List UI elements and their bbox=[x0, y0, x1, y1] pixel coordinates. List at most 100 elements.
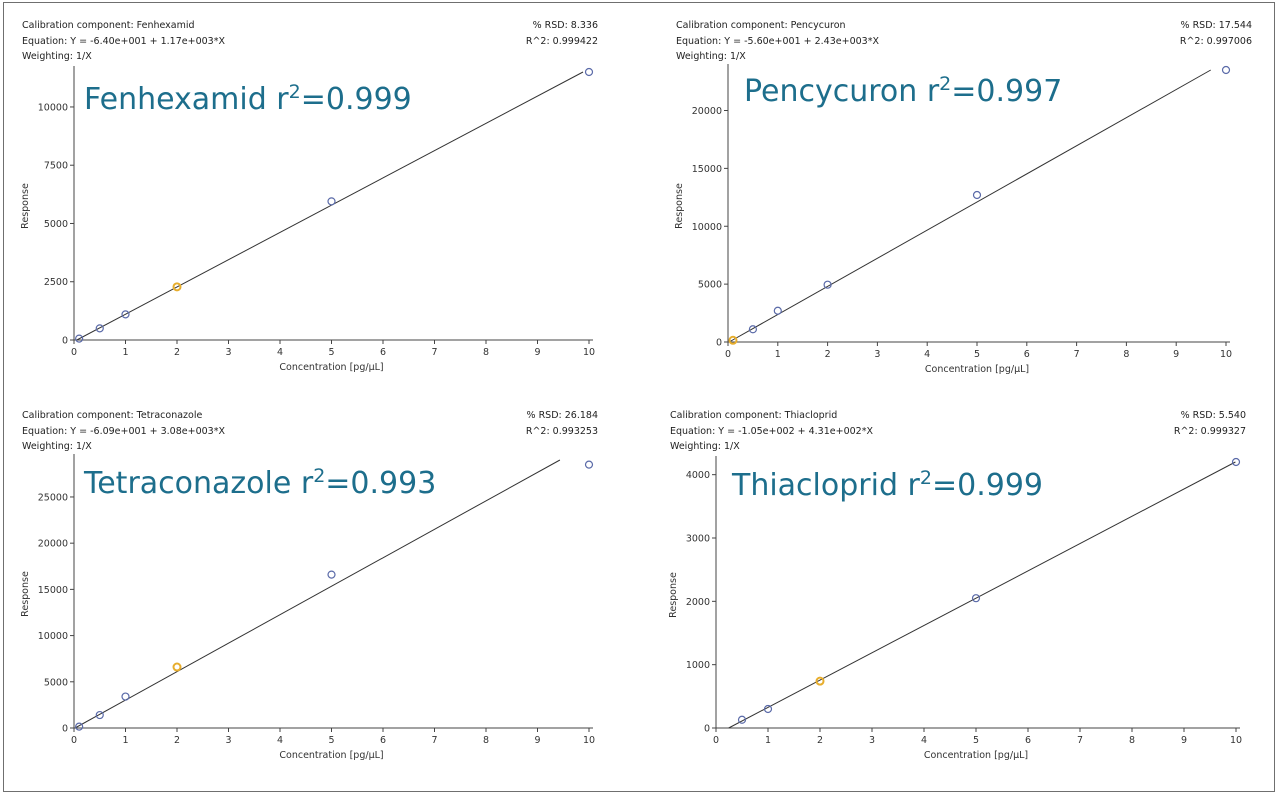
weighting-label: Weighting: 1/X bbox=[22, 441, 92, 452]
x-axis-label: Concentration [pg/µL] bbox=[925, 364, 1029, 375]
y-tick-label: 2500 bbox=[44, 277, 68, 288]
component-label: Calibration component: Fenhexamid bbox=[22, 20, 195, 31]
panel-info-right: % RSD: 8.336 R^2: 0.999422 bbox=[526, 18, 598, 49]
y-tick-label: 15000 bbox=[38, 585, 68, 596]
x-axis-label: Concentration [pg/µL] bbox=[279, 750, 383, 761]
y-tick-label: 10000 bbox=[38, 631, 68, 642]
x-tick-label: 5 bbox=[974, 349, 980, 360]
y-tick-label: 5000 bbox=[44, 677, 68, 688]
x-tick-label: 4 bbox=[921, 735, 927, 746]
data-point bbox=[1231, 457, 1241, 467]
y-tick-label: 5000 bbox=[44, 219, 68, 230]
equation-label: Equation: Y = -6.40e+001 + 1.17e+003*X bbox=[22, 35, 225, 47]
x-tick-label: 4 bbox=[277, 347, 283, 358]
panel-info-left: Calibration component: Thiacloprid Equat… bbox=[670, 408, 873, 455]
data-point bbox=[737, 715, 747, 724]
y-tick-label: 0 bbox=[716, 338, 722, 349]
y-tick-label: 3000 bbox=[686, 534, 710, 545]
panel-info-right: % RSD: 17.544 R^2: 0.997006 bbox=[1180, 18, 1252, 49]
data-point bbox=[327, 570, 336, 579]
x-tick-label: 10 bbox=[583, 735, 595, 746]
data-point bbox=[327, 197, 336, 206]
data-point bbox=[823, 280, 832, 289]
calibration-panel-fenhexamid: Calibration component: Fenhexamid Equati… bbox=[2, 8, 638, 400]
x-tick-label: 6 bbox=[1024, 349, 1030, 360]
x-tick-label: 5 bbox=[328, 735, 334, 746]
r-squared-label: R^2: 0.999327 bbox=[1173, 425, 1246, 437]
r-squared-label: R^2: 0.997006 bbox=[1179, 35, 1252, 47]
y-tick-label: 0 bbox=[704, 724, 710, 735]
x-tick-label: 1 bbox=[122, 347, 128, 358]
x-tick-label: 8 bbox=[1123, 349, 1129, 360]
y-tick-label: 15000 bbox=[692, 164, 722, 175]
panel-info-left: Calibration component: Pencycuron Equati… bbox=[676, 18, 879, 65]
x-axis-label: Concentration [pg/µL] bbox=[279, 362, 383, 373]
weighting-label: Weighting: 1/X bbox=[676, 51, 746, 62]
calibration-plot: 0 1 2 3 4 5 6 7 8 9 10 0 2500 5000 7500 10000 Concentrat… bbox=[20, 66, 595, 373]
x-tick-label: 0 bbox=[71, 735, 77, 746]
data-point bbox=[748, 325, 758, 334]
panel-info-right: % RSD: 26.184 R^2: 0.993253 bbox=[526, 408, 598, 439]
data-point bbox=[121, 692, 130, 701]
data-point bbox=[815, 676, 825, 686]
r-squared-callout: Thiacloprid r2=0.999 bbox=[732, 468, 1043, 503]
data-point bbox=[121, 310, 130, 319]
x-tick-label: 2 bbox=[174, 347, 180, 358]
x-tick-label: 1 bbox=[122, 735, 128, 746]
panel-info-left: Calibration component: Fenhexamid Equati… bbox=[22, 18, 225, 65]
y-axis-label: Response bbox=[20, 571, 31, 617]
calibration-panel-pencycuron: Calibration component: Pencycuron Equati… bbox=[656, 8, 1280, 400]
calibration-plot: 0 1 2 3 4 5 6 7 8 9 10 0 1000 2000 3000 4000 Concentrati… bbox=[668, 456, 1242, 761]
component-label: Calibration component: Thiacloprid bbox=[670, 410, 838, 421]
regression-line bbox=[74, 459, 561, 729]
data-point bbox=[95, 324, 104, 333]
x-tick-label: 5 bbox=[973, 735, 979, 746]
rsd-label: % RSD: 5.540 bbox=[1180, 410, 1246, 421]
y-axis-label: Response bbox=[20, 183, 31, 229]
callout-superscript: 2 bbox=[288, 81, 301, 103]
data-point bbox=[728, 335, 738, 345]
x-tick-label: 3 bbox=[225, 347, 231, 358]
regression-line bbox=[728, 461, 1236, 729]
x-axis-label: Concentration [pg/µL] bbox=[924, 750, 1028, 761]
x-tick-label: 2 bbox=[817, 735, 823, 746]
r-squared-callout: Tetraconazole r2=0.993 bbox=[84, 466, 436, 501]
x-tick-label: 6 bbox=[380, 735, 386, 746]
data-point bbox=[773, 306, 782, 315]
callout-value: =0.993 bbox=[325, 466, 437, 501]
callout-name: Tetraconazole r bbox=[84, 466, 314, 501]
callout-value: =0.999 bbox=[931, 468, 1043, 503]
figure-frame bbox=[3, 2, 1275, 792]
data-point bbox=[763, 704, 773, 714]
x-tick-label: 7 bbox=[1077, 735, 1083, 746]
y-tick-label: 4000 bbox=[686, 470, 710, 481]
x-tick-label: 9 bbox=[534, 347, 540, 358]
x-tick-label: 6 bbox=[1025, 735, 1031, 746]
x-tick-label: 0 bbox=[725, 349, 731, 360]
x-tick-label: 2 bbox=[825, 349, 831, 360]
x-tick-label: 7 bbox=[431, 735, 437, 746]
equation-label: Equation: Y = -5.60e+001 + 2.43e+003*X bbox=[676, 35, 879, 47]
y-axis-label: Response bbox=[674, 183, 685, 229]
x-tick-label: 9 bbox=[1173, 349, 1179, 360]
callout-name: Thiacloprid r bbox=[732, 468, 920, 503]
r-squared-label: R^2: 0.999422 bbox=[525, 35, 598, 47]
calibration-panel-thiacloprid: Calibration component: Thiacloprid Equat… bbox=[650, 398, 1280, 790]
y-tick-label: 0 bbox=[62, 336, 68, 347]
y-tick-label: 25000 bbox=[38, 492, 68, 503]
callout-value: =0.999 bbox=[300, 82, 412, 117]
x-tick-label: 9 bbox=[1181, 735, 1187, 746]
x-tick-label: 10 bbox=[1230, 735, 1242, 746]
callout-value: =0.997 bbox=[951, 74, 1063, 109]
data-point bbox=[584, 460, 594, 469]
y-tick-label: 10000 bbox=[692, 222, 722, 233]
x-tick-label: 7 bbox=[1074, 349, 1080, 360]
callout-name: Fenhexamid r bbox=[84, 82, 289, 117]
x-tick-label: 1 bbox=[775, 349, 781, 360]
x-tick-label: 5 bbox=[328, 347, 334, 358]
x-tick-label: 4 bbox=[277, 735, 283, 746]
data-point bbox=[172, 662, 182, 672]
panel-info-right: % RSD: 5.540 R^2: 0.999327 bbox=[1174, 408, 1246, 439]
rsd-label: % RSD: 8.336 bbox=[532, 20, 598, 31]
x-tick-label: 3 bbox=[874, 349, 880, 360]
